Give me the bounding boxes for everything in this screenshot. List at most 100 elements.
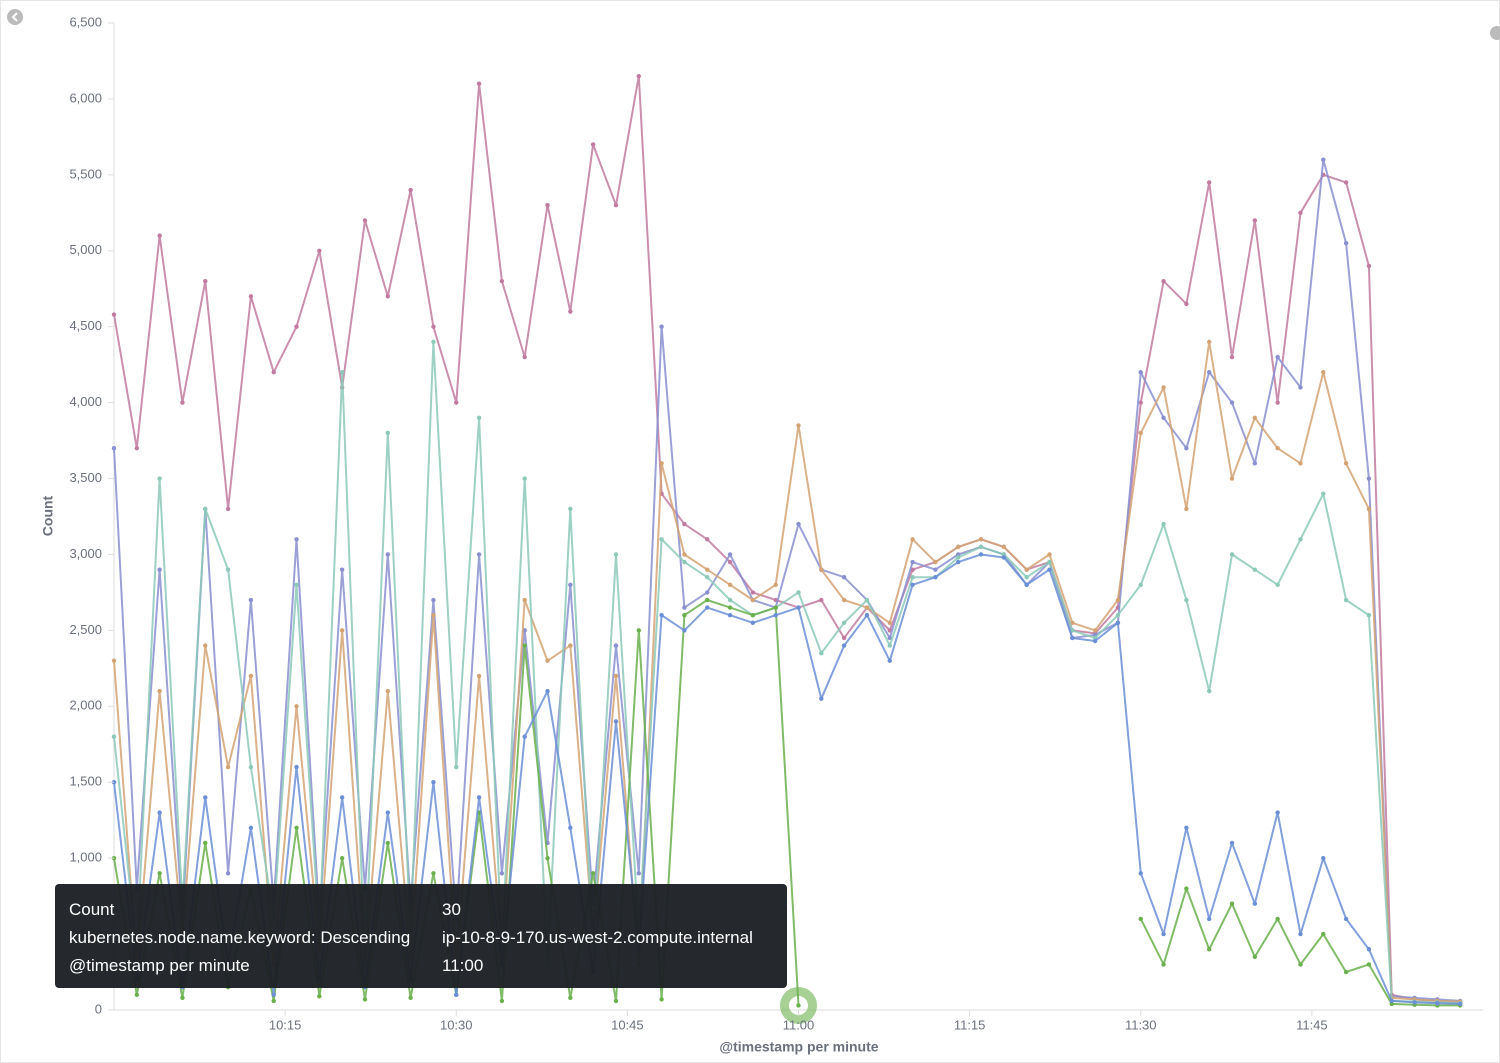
data-point <box>659 324 664 329</box>
x-tick-label: 10:45 <box>611 1017 644 1032</box>
data-point <box>1321 157 1326 162</box>
data-point <box>339 567 345 572</box>
data-point <box>1229 901 1235 906</box>
data-point <box>1001 555 1007 560</box>
data-point <box>568 995 573 1001</box>
data-point <box>294 704 299 709</box>
expand-icon[interactable] <box>1490 26 1500 40</box>
data-point <box>590 142 596 147</box>
data-point <box>659 461 664 466</box>
data-point <box>956 559 961 565</box>
data-point <box>613 643 619 648</box>
data-point <box>180 400 185 405</box>
data-point <box>431 613 436 618</box>
data-point <box>568 643 573 648</box>
data-point <box>317 248 322 253</box>
data-point <box>864 605 870 610</box>
data-point <box>1184 506 1189 512</box>
data-point <box>248 673 254 679</box>
data-point <box>1252 218 1258 223</box>
y-tick-label: 5,000 <box>69 242 102 257</box>
data-point <box>1001 552 1007 557</box>
data-point <box>1161 278 1166 284</box>
data-point <box>225 506 231 512</box>
data-point <box>750 597 756 603</box>
data-point <box>111 658 117 663</box>
series-line <box>113 158 1461 1002</box>
y-tick-label: 6,500 <box>69 14 102 29</box>
data-point <box>1298 210 1303 216</box>
data-point <box>431 780 436 785</box>
data-point <box>613 203 619 208</box>
data-point <box>841 597 847 603</box>
data-point <box>705 567 710 572</box>
data-point <box>545 688 550 694</box>
y-tick-label: 4,000 <box>69 394 102 409</box>
data-point <box>431 324 436 329</box>
data-point <box>682 521 687 527</box>
data-point <box>454 992 459 998</box>
data-point <box>819 567 824 572</box>
data-point <box>385 294 390 299</box>
data-point <box>134 992 140 998</box>
data-point <box>1298 962 1303 967</box>
data-point <box>727 605 733 610</box>
data-point <box>864 597 870 603</box>
data-point <box>864 613 870 618</box>
data-point <box>796 521 801 527</box>
y-axis-title: Count <box>40 495 56 536</box>
data-point <box>1184 445 1189 451</box>
data-point <box>339 370 345 375</box>
data-point <box>956 555 961 560</box>
x-tick-label: 10:15 <box>269 1017 302 1032</box>
data-point <box>682 559 687 565</box>
data-point <box>659 613 664 618</box>
data-point <box>271 370 276 375</box>
data-point <box>636 871 641 876</box>
data-point <box>545 658 550 663</box>
data-point <box>385 688 390 694</box>
data-point <box>1138 916 1143 922</box>
data-point <box>225 567 231 572</box>
data-point <box>1275 400 1280 405</box>
data-point <box>1343 180 1349 185</box>
data-point <box>1024 567 1029 572</box>
data-point <box>1229 840 1235 846</box>
data-point <box>157 810 162 815</box>
data-point <box>659 537 664 542</box>
collapse-icon[interactable] <box>7 9 23 25</box>
data-point <box>157 567 162 572</box>
data-point <box>819 696 824 701</box>
tooltip-value: 11:00 <box>442 956 484 975</box>
data-point <box>362 997 368 1002</box>
data-point <box>1252 415 1258 420</box>
x-tick-label: 11:15 <box>954 1017 986 1032</box>
data-point <box>841 635 847 641</box>
data-point <box>225 871 231 876</box>
series-line <box>113 553 1461 1005</box>
data-point <box>682 613 687 618</box>
data-point <box>522 476 527 481</box>
x-tick-label: 11:45 <box>1296 1017 1328 1032</box>
data-point <box>499 998 505 1004</box>
data-point <box>727 552 733 557</box>
data-point <box>1366 263 1372 269</box>
data-point <box>1275 582 1280 588</box>
data-point <box>636 73 641 79</box>
data-point <box>773 605 778 610</box>
data-point <box>796 605 801 610</box>
data-point <box>1138 370 1143 375</box>
data-point <box>248 764 254 770</box>
data-point <box>1207 339 1212 345</box>
data-point <box>910 582 915 588</box>
data-point <box>773 613 778 618</box>
data-point <box>1047 567 1052 572</box>
data-point <box>317 994 322 999</box>
data-point <box>568 309 573 314</box>
data-point <box>1366 476 1372 481</box>
data-point <box>1343 916 1349 922</box>
data-point <box>590 871 596 876</box>
data-point <box>1092 638 1098 644</box>
data-point <box>1298 931 1303 937</box>
data-point <box>750 613 756 618</box>
